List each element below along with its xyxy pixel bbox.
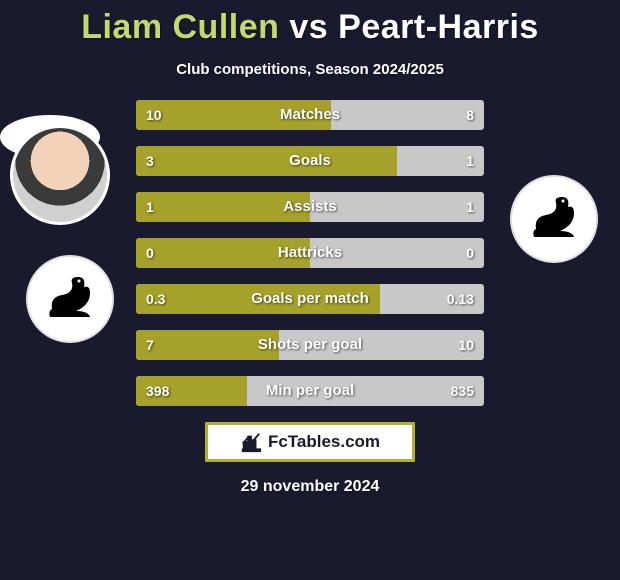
stat-label: Min per goal: [136, 376, 484, 406]
stat-label: Goals per match: [136, 284, 484, 314]
stat-label: Hattricks: [136, 238, 484, 268]
swan-icon: [40, 269, 100, 329]
stat-label: Assists: [136, 192, 484, 222]
player2-avatar: [0, 115, 100, 159]
stat-label: Matches: [136, 100, 484, 130]
player2-name: Peart-Harris: [338, 8, 539, 46]
brand-pill: FcTables.com: [205, 422, 415, 462]
stat-label: Goals: [136, 146, 484, 176]
stat-row: 0.30.13Goals per match: [136, 284, 484, 314]
player1-avatar: [10, 125, 110, 225]
stat-row: 00Hattricks: [136, 238, 484, 268]
subtitle: Club competitions, Season 2024/2025: [0, 61, 620, 78]
brand-text: FcTables.com: [268, 432, 380, 452]
player2-club-badge: [510, 175, 598, 263]
vs-text: vs: [289, 8, 328, 46]
stat-row: 11Assists: [136, 192, 484, 222]
player1-club-badge: [26, 255, 114, 343]
stats-bars: 108Matches 31Goals 11Assists 00Hattricks 0.3…: [136, 100, 484, 406]
stat-row: 108Matches: [136, 100, 484, 130]
stat-row: 31Goals: [136, 146, 484, 176]
stat-row: 398835Min per goal: [136, 376, 484, 406]
date-text: 29 november 2024: [0, 478, 620, 496]
player1-name: Liam Cullen: [81, 8, 279, 46]
comparison-title: Liam Cullen vs Peart-Harris: [0, 0, 620, 47]
stat-label: Shots per goal: [136, 330, 484, 360]
chart-icon: [240, 431, 262, 453]
stat-row: 710Shots per goal: [136, 330, 484, 360]
swan-icon: [524, 189, 584, 249]
